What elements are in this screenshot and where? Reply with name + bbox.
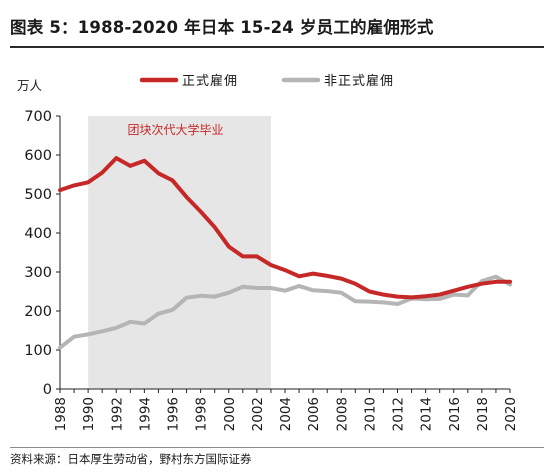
y-tick-label: 700 [24,109,52,125]
x-tick-label: 2016 [447,397,463,431]
legend-nonregular-label: 非正式雇佣 [324,73,394,89]
x-tick-label: 2006 [306,397,322,431]
y-axis-label: 万人 [17,78,43,93]
x-tick-label: 1998 [194,397,210,431]
series-nonregular-line [58,274,512,350]
source-note: 资料来源：日本厚生劳动省，野村东方国际证券 [10,452,252,466]
x-tick-label: 2020 [503,397,519,431]
y-tick-label: 0 [43,382,52,398]
x-tick-label: 1988 [53,397,69,431]
source-divider [10,447,544,448]
y-tick-label: 300 [24,265,52,281]
y-tick-label: 600 [24,148,52,164]
x-tick-label: 1996 [166,397,182,431]
x-tick-label: 2010 [362,397,378,431]
y-tick-label: 500 [24,187,52,203]
x-tick-label: 2002 [250,397,266,431]
x-tick-label: 2018 [475,397,491,431]
x-tick-label: 1992 [109,397,125,431]
x-tick-label: 2004 [278,397,294,431]
x-tick-label: 1994 [137,397,153,431]
annotation-label: 团块次代大学毕业 [128,122,224,137]
y-tick-label: 200 [24,304,52,320]
y-tick-label: 100 [24,343,52,359]
x-tick-label: 2000 [222,397,238,431]
x-tick-label: 2008 [334,397,350,431]
title-divider [10,46,544,48]
chart-title: 图表 5：1988-2020 年日本 15-24 岁员工的雇佣形式 [10,18,434,37]
y-tick-label: 400 [24,226,52,242]
x-tick-label: 2014 [419,397,435,431]
legend-regular-label: 正式雇佣 [182,73,238,89]
series-regular-line [58,156,512,300]
x-tick-label: 2012 [391,397,407,431]
x-tick-label: 1990 [81,397,97,431]
